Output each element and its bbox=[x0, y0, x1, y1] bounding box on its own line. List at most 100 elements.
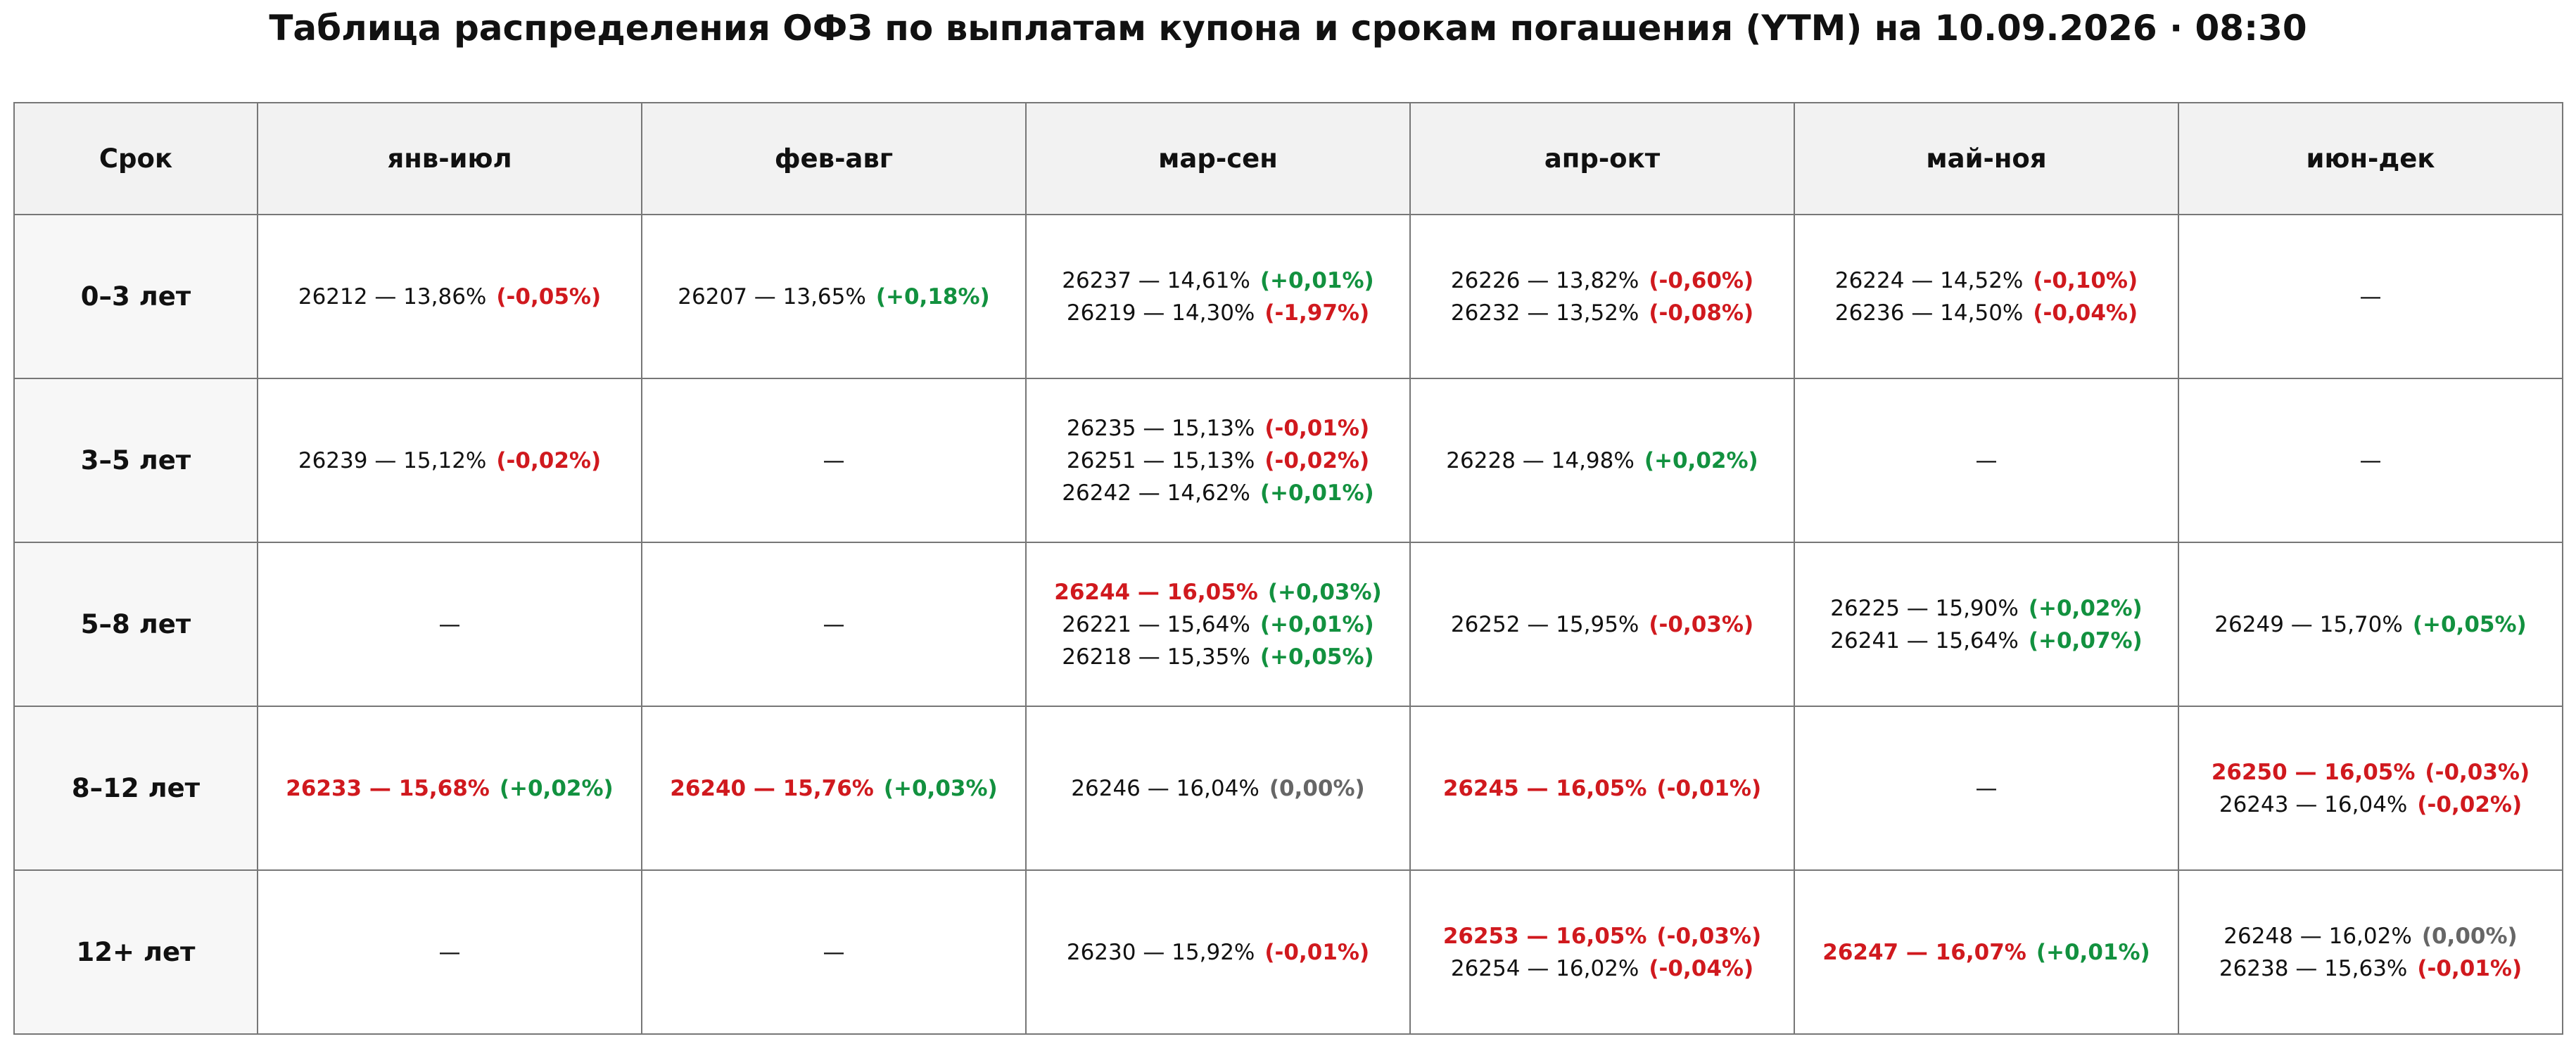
bond-entry: 26228 — 14,98% (+0,02%) bbox=[1411, 445, 1794, 477]
column-header: май-ноя bbox=[1794, 102, 2179, 215]
cell: 26207 — 13,65% (+0,18%) bbox=[641, 214, 1027, 379]
cell: 26248 — 16,02% (0,00%) 26238 — 15,63% (-0,0… bbox=[2178, 869, 2563, 1035]
bond-entry: 26254 — 16,02% (-0,04%) bbox=[1411, 952, 1794, 985]
bond-ytm: 26230 — 15,92% bbox=[1066, 939, 1255, 965]
cell: 26239 — 15,12% (-0,02%) bbox=[257, 378, 642, 543]
empty-cell: — bbox=[2178, 378, 2563, 543]
cell: 26233 — 15,68% (+0,02%) bbox=[257, 706, 642, 871]
ytm-change: (+0,02%) bbox=[1644, 447, 1758, 473]
bond-ytm: 26254 — 16,02% bbox=[1450, 955, 1639, 981]
bond-entry: 26239 — 15,12% (-0,02%) bbox=[258, 445, 641, 477]
ytm-change: (-0,01%) bbox=[2417, 955, 2523, 981]
bond-ytm: 26247 — 16,07% bbox=[1822, 939, 2026, 965]
bond-ytm: 26253 — 16,05% bbox=[1442, 923, 1647, 949]
bond-ytm: 26249 — 15,70% bbox=[2214, 611, 2403, 637]
table-row: 5–8 лет — —26244 — 16,05% (+0,03%) 26221 — 1… bbox=[13, 542, 2563, 707]
ytm-change: (-0,05%) bbox=[496, 283, 602, 310]
bond-entry: 26243 — 16,04% (-0,02%) bbox=[2179, 789, 2562, 821]
table-row: 12+ лет — —26230 — 15,92% (-0,01%) 26253 — 1… bbox=[13, 869, 2563, 1035]
ytm-change: (-0,60%) bbox=[1649, 267, 1754, 293]
empty-cell: — bbox=[257, 542, 642, 707]
bond-ytm: 26219 — 14,30% bbox=[1066, 300, 1255, 326]
cell: 26250 — 16,05% (-0,03%) 26243 — 16,04% (-0,… bbox=[2178, 706, 2563, 871]
ytm-change: (-0,03%) bbox=[1656, 923, 1762, 949]
ytm-change: (+0,01%) bbox=[1260, 611, 1374, 637]
table-body: 0–3 лет 26212 — 13,86% (-0,05%) 26207 — 13,… bbox=[13, 214, 2563, 1035]
bond-entry: 26251 — 15,13% (-0,02%) bbox=[1027, 445, 1409, 477]
bond-ytm: 26244 — 16,05% bbox=[1054, 579, 1258, 605]
cell: 26226 — 13,82% (-0,60%) 26232 — 13,52% (-0,… bbox=[1409, 214, 1795, 379]
ytm-change: (0,00%) bbox=[1269, 775, 1365, 801]
empty-cell: — bbox=[641, 542, 1027, 707]
bond-entry: 26240 — 15,76% (+0,03%) bbox=[642, 772, 1025, 805]
row-label: 3–5 лет bbox=[13, 378, 258, 543]
column-header: Срок bbox=[13, 102, 258, 215]
bond-ytm: 26232 — 13,52% bbox=[1450, 300, 1639, 326]
bond-ytm: 26242 — 14,62% bbox=[1062, 480, 1250, 506]
bond-ytm: 26221 — 15,64% bbox=[1062, 611, 1250, 637]
bond-ytm: 26233 — 15,68% bbox=[286, 775, 490, 801]
cell: 26237 — 14,61% (+0,01%) 26219 — 14,30% (-1,… bbox=[1025, 214, 1411, 379]
ytm-change: (+0,18%) bbox=[875, 283, 990, 310]
ytm-change: (+0,07%) bbox=[2028, 627, 2143, 653]
bond-entry: 26235 — 15,13% (-0,01%) bbox=[1027, 412, 1409, 445]
bond-ytm: 26225 — 15,90% bbox=[1830, 595, 2019, 621]
bond-ytm: 26212 — 13,86% bbox=[298, 283, 487, 310]
bond-entry: 26246 — 16,04% (0,00%) bbox=[1027, 772, 1409, 805]
ytm-change: (+0,01%) bbox=[1260, 267, 1374, 293]
empty-cell: — bbox=[641, 869, 1027, 1035]
bond-ytm: 26240 — 15,76% bbox=[670, 775, 874, 801]
bond-ytm: 26238 — 15,63% bbox=[2219, 955, 2408, 981]
cell: 26235 — 15,13% (-0,01%) 26251 — 15,13% (-0,… bbox=[1025, 378, 1411, 543]
bond-entry: 26219 — 14,30% (-1,97%) bbox=[1027, 297, 1409, 329]
bond-ytm: 26218 — 15,35% bbox=[1062, 644, 1250, 670]
bond-ytm: 26235 — 15,13% bbox=[1066, 415, 1255, 441]
cell: 26225 — 15,90% (+0,02%) 26241 — 15,64% (+0,… bbox=[1794, 542, 2179, 707]
bond-entry: 26247 — 16,07% (+0,01%) bbox=[1795, 936, 2178, 969]
bond-ytm: 26207 — 13,65% bbox=[678, 283, 866, 310]
cell: 26247 — 16,07% (+0,01%) bbox=[1794, 869, 2179, 1035]
cell: 26224 — 14,52% (-0,10%) 26236 — 14,50% (-0,… bbox=[1794, 214, 2179, 379]
bond-entry: 26236 — 14,50% (-0,04%) bbox=[1795, 297, 2178, 329]
bond-entry: 26238 — 15,63% (-0,01%) bbox=[2179, 952, 2562, 985]
bond-ytm: 26252 — 15,95% bbox=[1450, 611, 1639, 637]
bond-entry: 26221 — 15,64% (+0,01%) bbox=[1027, 608, 1409, 641]
ytm-change: (-0,10%) bbox=[2033, 267, 2138, 293]
bond-entry: 26212 — 13,86% (-0,05%) bbox=[258, 281, 641, 313]
column-header: июн-дек bbox=[2178, 102, 2563, 215]
ytm-change: (-0,01%) bbox=[1264, 415, 1370, 441]
bond-ytm: 26251 — 15,13% bbox=[1066, 447, 1255, 473]
bond-entry: 26224 — 14,52% (-0,10%) bbox=[1795, 264, 2178, 297]
bond-entry: 26230 — 15,92% (-0,01%) bbox=[1027, 936, 1409, 969]
ytm-change: (-0,04%) bbox=[2033, 300, 2138, 326]
bond-entry: 26241 — 15,64% (+0,07%) bbox=[1795, 625, 2178, 657]
cell: 26240 — 15,76% (+0,03%) bbox=[641, 706, 1027, 871]
cell: 26252 — 15,95% (-0,03%) bbox=[1409, 542, 1795, 707]
bond-entry: 26225 — 15,90% (+0,02%) bbox=[1795, 592, 2178, 625]
table-row: 3–5 лет 26239 — 15,12% (-0,02%) —26235 — 15… bbox=[13, 378, 2563, 543]
ytm-change: (+0,02%) bbox=[499, 775, 614, 801]
ytm-change: (+0,01%) bbox=[1260, 480, 1374, 506]
bond-ytm: 26241 — 15,64% bbox=[1830, 627, 2019, 653]
empty-cell: — bbox=[1794, 706, 2179, 871]
bond-entry: 26245 — 16,05% (-0,01%) bbox=[1411, 772, 1794, 805]
bond-ytm: 26236 — 14,50% bbox=[1834, 300, 2024, 326]
bond-entry: 26244 — 16,05% (+0,03%) bbox=[1027, 576, 1409, 608]
bond-ytm: 26237 — 14,61% bbox=[1062, 267, 1250, 293]
bond-ytm: 26250 — 16,05% bbox=[2211, 759, 2416, 785]
bond-ytm: 26246 — 16,04% bbox=[1071, 775, 1260, 801]
ytm-change: (-1,97%) bbox=[1264, 300, 1370, 326]
cell: 26253 — 16,05% (-0,03%) 26254 — 16,02% (-0,… bbox=[1409, 869, 1795, 1035]
bond-entry: 26207 — 13,65% (+0,18%) bbox=[642, 281, 1025, 313]
bond-ytm: 26243 — 16,04% bbox=[2219, 791, 2408, 817]
row-label: 8–12 лет bbox=[13, 706, 258, 871]
ytm-change: (-0,02%) bbox=[1264, 447, 1370, 473]
cell: 26246 — 16,04% (0,00%) bbox=[1025, 706, 1411, 871]
empty-cell: — bbox=[2178, 214, 2563, 379]
ytm-change: (+0,03%) bbox=[883, 775, 998, 801]
ytm-change: (0,00%) bbox=[2421, 923, 2518, 949]
ytm-change: (-0,01%) bbox=[1656, 775, 1762, 801]
bond-ytm: 26239 — 15,12% bbox=[298, 447, 487, 473]
